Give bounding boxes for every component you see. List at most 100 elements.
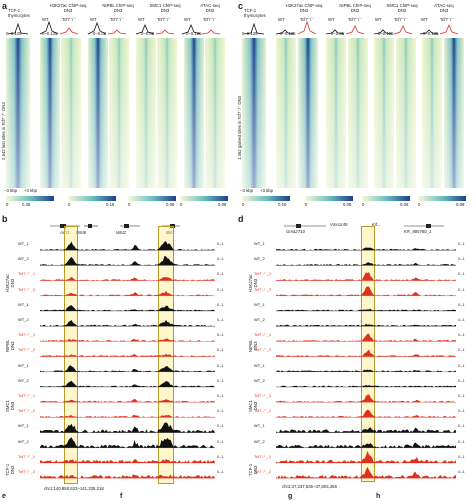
a-wt-2: WT [138, 17, 145, 22]
b-track-range-1: 0–1 [217, 256, 224, 262]
d-track-label-10: Tcf7⁻/⁻_1 [254, 393, 272, 398]
a-scale-1-max: 0.16 [106, 202, 115, 207]
a-profile-smc1-ko [155, 29, 175, 35]
c-profile-tcf [243, 22, 265, 35]
b-track-13 [40, 437, 215, 448]
b-track-range-7: 0–1 [217, 347, 224, 353]
b-track-label-15: Tcf7⁻/⁻_2 [18, 469, 36, 474]
a-profile-strip [7, 20, 221, 35]
b-track-range-11: 0–1 [217, 408, 224, 414]
c-scale-0-max: 0.16 [278, 202, 287, 207]
d-track-range-0: 0–1 [458, 241, 465, 246]
b-group-1: NIPBL DN3 [5, 339, 15, 352]
d-track-13 [276, 442, 456, 448]
d-track-range-7: 0–1 [458, 347, 465, 353]
c-scale-1-max: 0.05 [343, 202, 352, 207]
c-range-0: 0–0.125 [280, 31, 296, 36]
a-profile-h3-ko [59, 27, 79, 35]
b-track-3 [40, 290, 215, 296]
a-profile-smc1-wt [135, 23, 155, 35]
d-track-label-12: WT_1 [254, 423, 265, 429]
d-track-label-14: Tcf7⁻/⁻_1 [254, 453, 272, 459]
d-track-svg [276, 247, 456, 479]
d-track-range-2: 0–1 [458, 271, 465, 277]
a-scale-3-max: 0.08 [218, 202, 227, 207]
c-scale-2-max: 0.06 [400, 202, 409, 207]
d-track-14 [276, 450, 456, 463]
b-track-range-5: 0–1 [217, 317, 224, 322]
d-gene-2: Kif... [372, 222, 381, 227]
a-kb-right: +3 kbp [24, 188, 38, 193]
c-profile-atac-wt [419, 29, 439, 35]
d-gene-0: Gm42710 [286, 229, 305, 234]
c-kb-right: +3 kbp [260, 188, 274, 193]
d-group-2: SMC1 DN3 [248, 400, 258, 412]
b-track-1 [40, 256, 215, 266]
d-track-label-7: Tcf7⁻/⁻_2 [254, 347, 272, 353]
b-track-label-8: WT_1 [18, 362, 29, 368]
d-track-label-3: Tcf7⁻/⁻_2 [254, 286, 272, 292]
c-profile-smc1-wt [373, 29, 393, 35]
a-range-1: 0–0.06 [93, 31, 107, 36]
b-track-10 [40, 399, 215, 403]
d-track-label-5: WT_2 [254, 317, 265, 322]
a-scale-2-min: 0 [128, 202, 131, 207]
d-track-12 [276, 427, 456, 433]
d-track-7 [276, 349, 456, 357]
c-profile-atac-ko [439, 23, 459, 35]
c-ko-3: Tcf7⁻/⁻ [440, 17, 454, 22]
b-track-label-7: Tcf7⁻/⁻_2 [18, 347, 36, 353]
a-header-2: SMC1 ChIP-seq DN3 [149, 3, 181, 13]
panel-label-e: e [2, 493, 6, 500]
a-header-1: NIPBL ChIP-seq DN3 [102, 3, 134, 13]
c-profile-strip [243, 20, 459, 35]
a-ko-1: Tcf7⁻/⁻ [110, 17, 124, 22]
d-track-range-13: 0–1 [458, 438, 465, 444]
a-header-0: H3K27ac ChIP-seq DN3 [49, 3, 87, 13]
b-track-15 [40, 474, 215, 479]
d-track-8 [276, 369, 456, 372]
panel-label-f: f [120, 493, 123, 500]
d-track-5 [276, 323, 456, 327]
d-gene-model [284, 224, 444, 228]
d-track-label-13: WT_2 [254, 438, 265, 444]
c-header-2: SMC1 ChIP-seq DN3 [386, 3, 418, 13]
b-track-label-9: WT_2 [18, 377, 29, 383]
b-group-0: H3K27ac DN3 [5, 274, 15, 292]
d-track-9 [276, 385, 456, 387]
a-ko-3: Tcf7⁻/⁻ [203, 17, 217, 22]
c-profile-nipbl-ko [345, 25, 365, 35]
b-track-9 [40, 380, 215, 387]
d-track-label-4: WT_1 [254, 301, 265, 307]
b-track-range-2: 0–1 [217, 271, 224, 277]
a-profile-nipbl-wt [87, 21, 107, 35]
c-scale-1-min: 0 [305, 202, 308, 207]
a-ko-2: Tcf7⁻/⁻ [157, 17, 171, 22]
c-profile-smc1-ko [393, 25, 413, 35]
panel-label-c: c [238, 1, 244, 11]
b-track-11 [40, 414, 215, 418]
b-gene-3: Bm1 [166, 230, 175, 235]
d-gene-1: Vmn1r49 [330, 222, 348, 227]
c-kb-left: −3 kbp [240, 188, 254, 193]
b-track-label-2: Tcf7⁻/⁻_1 [18, 271, 36, 277]
c-ko-2: Tcf7⁻/⁻ [394, 17, 408, 22]
b-track-range-8: 0–1 [217, 362, 224, 368]
b-track-2 [40, 276, 215, 281]
d-track-range-10: 0–1 [458, 393, 465, 398]
a-header-3: ATAC-seq DN3 [200, 3, 220, 13]
d-track-range-4: 0–1 [458, 301, 465, 307]
d-track-label-8: WT_1 [254, 362, 265, 368]
d-track-10 [276, 394, 456, 403]
a-ko-0: Tcf7⁻/⁻ [62, 17, 76, 22]
a-wt-3: WT [184, 17, 191, 22]
d-track-label-2: Tcf7⁻/⁻_1 [254, 271, 272, 277]
b-track-label-13: WT_2 [18, 438, 29, 444]
d-track-15 [276, 466, 456, 479]
heatmap-a [6, 38, 228, 188]
b-track-range-15: 0–1 [217, 469, 224, 474]
c-header-1: NIPBL ChIP-seq DN3 [339, 3, 371, 13]
b-track-label-10: Tcf7⁻/⁻_1 [18, 393, 36, 398]
b-track-6 [40, 338, 215, 342]
d-track-1 [276, 262, 456, 266]
